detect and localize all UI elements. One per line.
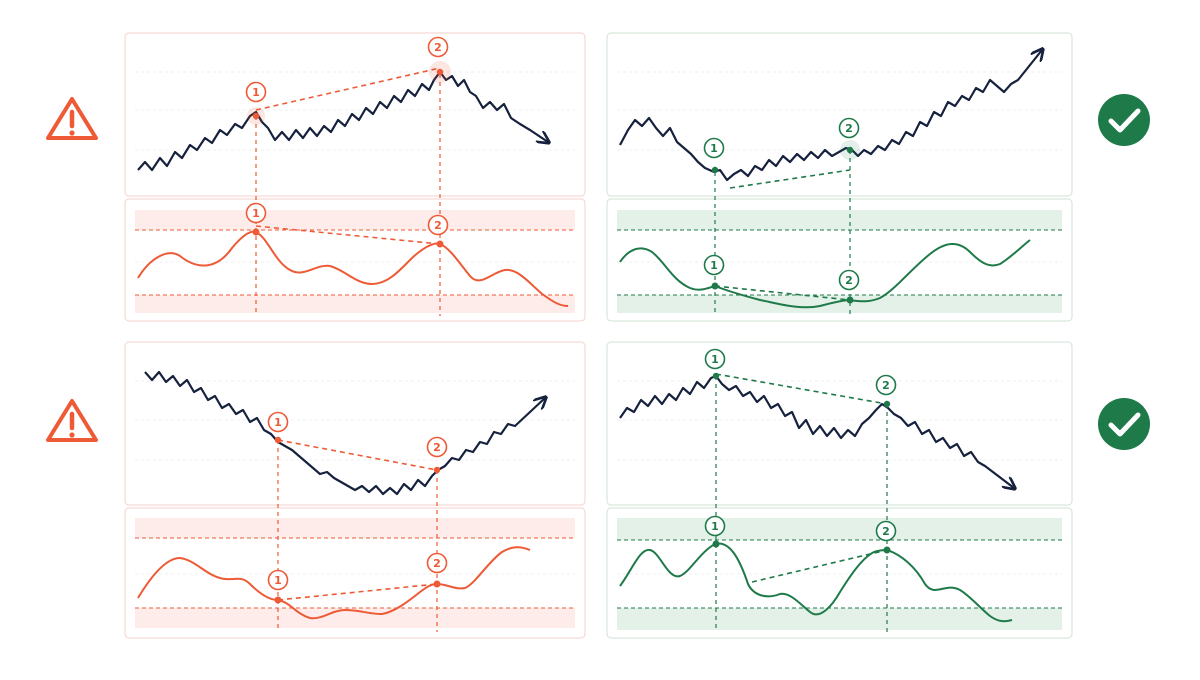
svg-text:1: 1 (252, 207, 260, 220)
svg-text:2: 2 (882, 525, 890, 538)
oscillator-band-lines (135, 229, 1062, 609)
price-line-top-left (137, 70, 548, 172)
svg-text:2: 2 (434, 41, 442, 54)
badge-2: 2 (838, 117, 860, 139)
badge-2: 2 (838, 269, 860, 291)
svg-text:2: 2 (433, 441, 441, 454)
oscillator-lines (137, 230, 1031, 623)
oscillator-line-top-left (137, 230, 569, 307)
svg-text:2: 2 (882, 379, 890, 392)
svg-text:1: 1 (274, 416, 282, 429)
badge-2: 2 (427, 36, 449, 58)
badge-2: 2 (426, 436, 448, 458)
svg-text:1: 1 (710, 142, 718, 155)
badge-1: 1 (267, 411, 289, 433)
badge-1: 1 (245, 202, 267, 224)
badge-2: 2 (426, 552, 448, 574)
svg-text:1: 1 (274, 574, 282, 587)
svg-text:1: 1 (710, 259, 718, 272)
badge-2: 2 (427, 214, 449, 236)
badge-1: 1 (245, 81, 267, 103)
panel-bottom-left-oscillator (124, 507, 586, 639)
badge-1: 1 (704, 348, 726, 370)
svg-text:1: 1 (252, 86, 260, 99)
badge-2: 2 (875, 374, 897, 396)
oscillator-line-bottom-right (619, 542, 1013, 623)
price-lines (137, 50, 1042, 496)
svg-text:2: 2 (433, 557, 441, 570)
panel-top-left-price (124, 32, 586, 197)
warning-triangle-icon (46, 399, 98, 442)
warning-triangle-icon (46, 97, 98, 140)
panel-top-right-price (606, 32, 1073, 197)
point-markers (247, 61, 891, 604)
price-line-top-right (619, 50, 1042, 182)
panel-frames (124, 32, 1073, 639)
grid-lines (135, 71, 1062, 575)
oscillator-line-top-right (619, 239, 1031, 309)
oscillator-bands (135, 210, 1062, 630)
panel-bottom-right-price (606, 341, 1073, 506)
badge-1: 1 (704, 515, 726, 537)
check-circle-icon (1098, 94, 1150, 146)
panel-bottom-left-price (124, 341, 586, 506)
svg-text:2: 2 (845, 274, 853, 287)
badge-2: 2 (875, 520, 897, 542)
svg-text:2: 2 (845, 122, 853, 135)
svg-text:1: 1 (711, 520, 719, 533)
badge-1: 1 (703, 137, 725, 159)
check-circle-icon (1098, 398, 1150, 450)
price-line-bottom-right (619, 374, 1014, 488)
number-badges: 1 2 1 2 1 2 1 2 1 2 1 2 1 2 1 2 (245, 36, 897, 591)
price-line-bottom-left (144, 370, 545, 496)
svg-text:1: 1 (711, 353, 719, 366)
badge-1: 1 (703, 254, 725, 276)
oscillator-line-bottom-left (137, 546, 531, 620)
badge-1: 1 (267, 569, 289, 591)
svg-text:2: 2 (434, 219, 442, 232)
